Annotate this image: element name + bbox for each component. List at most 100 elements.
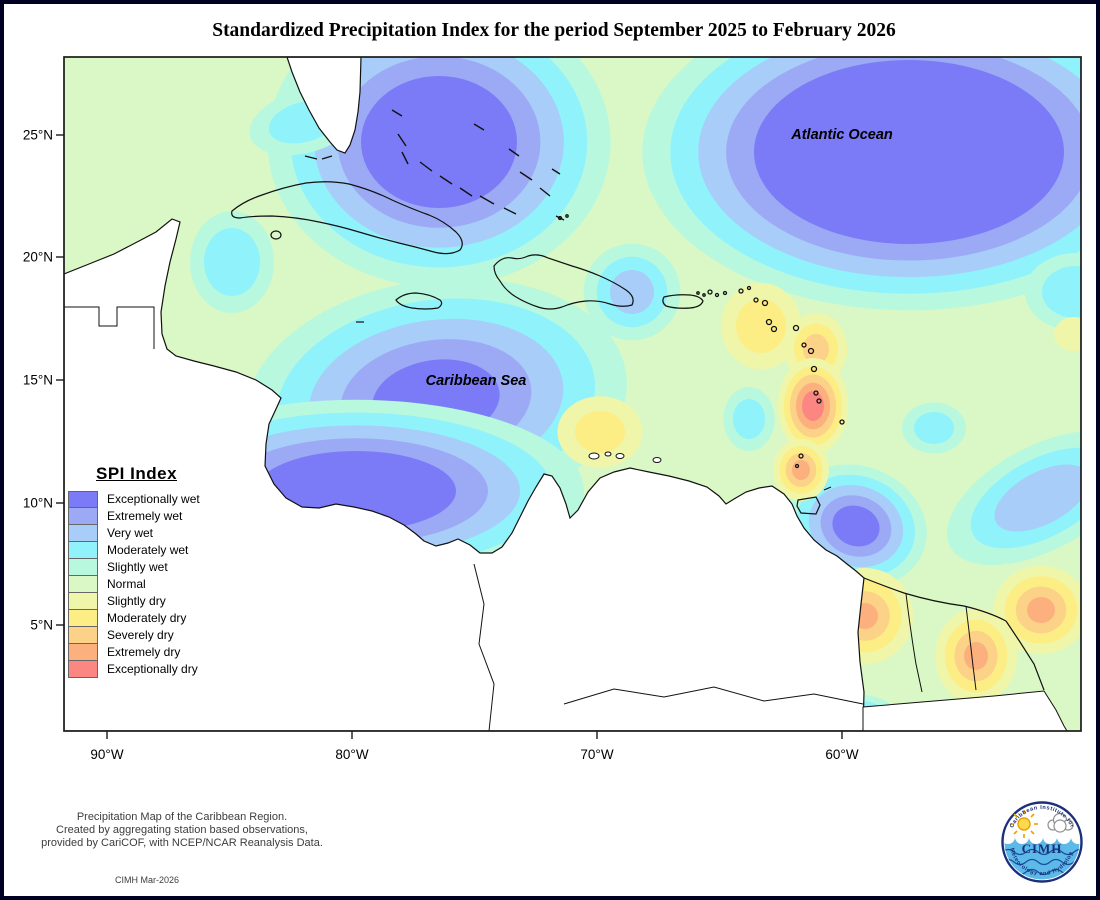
- land-florida: [286, 57, 362, 154]
- legend-swatch: [68, 627, 98, 644]
- border-venezuela-brazil: [563, 686, 864, 705]
- coastline-florida-keys: [304, 155, 333, 160]
- island-curacao: [588, 452, 600, 460]
- spi-legend: SPI Index Exceptionally wet Extremely wet…: [68, 464, 268, 678]
- legend-swatch: [68, 542, 98, 559]
- island-aruba: [615, 453, 625, 459]
- axis-layer: 25°N 20°N 15°N 10°N 5°N 90°W 80°W 70°W 60°W: [23, 128, 859, 763]
- lon-tick-label: 70°W: [580, 747, 613, 762]
- coastline-guiana-coast: [863, 577, 1007, 622]
- logo-abbr: CIMH: [1022, 841, 1063, 856]
- coastline-cuba: [231, 181, 463, 255]
- lat-tick-label: 20°N: [23, 250, 53, 265]
- anomaly-ring: [204, 228, 260, 296]
- anomaly-ring: [361, 76, 517, 208]
- legend-label: Moderately wet: [107, 543, 189, 557]
- anomaly-ring: [792, 460, 810, 480]
- legend-item: Slightly wet: [68, 559, 268, 576]
- spi-anomaly-guadeloupe-dry: [721, 282, 801, 370]
- coastline-trinidad: [796, 496, 821, 515]
- legend-label: Very wet: [107, 526, 154, 540]
- anomaly-ring: [1027, 597, 1055, 623]
- spi-anomaly-suriname-dry: [935, 608, 1017, 704]
- spi-anomaly-east-band: [946, 430, 1081, 566]
- legend-label: Extremely dry: [107, 645, 181, 659]
- legend-item: Exceptionally dry: [68, 661, 268, 678]
- legend-swatch: [68, 661, 98, 678]
- spi-anomaly-antilles-west-spot: [723, 387, 775, 451]
- spi-map: Atlantic Ocean Caribbean Sea 25°N 20°N 15°N…: [4, 4, 1083, 883]
- coastline-french-guiana: [1005, 620, 1045, 691]
- legend-item: Extremely wet: [68, 508, 268, 525]
- cloud-icon: [1047, 812, 1074, 833]
- legend-swatch: [68, 559, 98, 576]
- legend-swatch: [68, 491, 98, 508]
- anomaly-ring: [736, 299, 786, 353]
- anomaly-ring: [803, 334, 829, 364]
- legend-item: Normal: [68, 576, 268, 593]
- coastline-isla-juventud: [270, 230, 282, 240]
- coastline-hispaniola: [493, 254, 634, 310]
- spi-anomaly-ne-coast-dry: [993, 565, 1081, 655]
- anomaly-ring: [802, 391, 824, 421]
- spi-anomaly-grenada-dry: [773, 439, 829, 501]
- spi-anomaly-guyana-offshore: [902, 402, 966, 454]
- anomaly-ring: [610, 270, 654, 314]
- lon-tick-label: 80°W: [335, 747, 368, 762]
- legend-title: SPI Index: [96, 464, 178, 483]
- footer-credits: Precipitation Map of the Caribbean Regio…: [32, 811, 332, 850]
- legend-item: Slightly dry: [68, 593, 268, 610]
- spi-anomaly-east-edge-upper: [1025, 253, 1081, 331]
- island-margarita: [652, 457, 662, 463]
- lon-tick-label: 90°W: [90, 747, 123, 762]
- sea-label-layer: Atlantic Ocean Caribbean Sea: [426, 127, 893, 389]
- footer-line: provided by CariCOF, with NCEP/NCAR Rean…: [41, 837, 323, 849]
- anomaly-ring: [575, 411, 625, 453]
- legend-swatch: [68, 576, 98, 593]
- legend-label: Exceptionally dry: [107, 662, 198, 676]
- legend-item: Severely dry: [68, 627, 268, 644]
- island-bonaire: [604, 451, 612, 457]
- page-title: Standardized Precipitation Index for the…: [212, 20, 896, 41]
- lat-tick-label: 25°N: [23, 128, 53, 143]
- land-brazil-corner: [862, 690, 1068, 731]
- footer-line: Created by aggregating station based obs…: [56, 824, 308, 836]
- legend-swatch: [68, 644, 98, 661]
- small-islands-layer: [588, 451, 662, 463]
- legend-swatch: [68, 593, 98, 610]
- border-suriname-fguiana: [965, 605, 977, 691]
- spi-anomaly-bonaire-dry: [557, 396, 643, 468]
- spi-anomaly-yucatan-strait: [190, 211, 274, 313]
- anomaly-ring: [733, 399, 765, 439]
- legend-label: Moderately dry: [107, 611, 187, 625]
- spi-anomaly-east-edge-yellow: [1054, 317, 1081, 351]
- legend-label: Normal: [107, 577, 146, 591]
- legend-item: Very wet: [68, 525, 268, 542]
- anomaly-ring: [1054, 317, 1081, 351]
- legend-item: Moderately dry: [68, 610, 268, 627]
- legend-label: Severely dry: [107, 628, 174, 642]
- legend-label: Slightly dry: [107, 594, 166, 608]
- lat-tick-label: 15°N: [23, 373, 53, 388]
- anomaly-ring: [754, 60, 1064, 244]
- legend-item: Exceptionally wet: [68, 491, 268, 508]
- lesser-antilles-layer: [557, 214, 845, 469]
- sea-label: Caribbean Sea: [426, 373, 527, 389]
- land-central-south-america: [64, 218, 865, 731]
- coastline-tobago: [823, 486, 832, 491]
- legend-swatch: [68, 525, 98, 542]
- sea-label: Atlantic Ocean: [790, 127, 893, 143]
- legend-rows: Exceptionally wet Extremely wet Very wet Mo…: [68, 491, 268, 678]
- legend-swatch: [68, 610, 98, 627]
- coastline-layer: [64, 109, 1045, 731]
- anomaly-ring: [994, 464, 1081, 532]
- spi-anomaly-atlantic: [642, 57, 1081, 311]
- map-frame: [63, 56, 1082, 732]
- spi-anomaly-st-vincent-dry: [777, 358, 849, 454]
- sun-icon: [1010, 810, 1038, 838]
- footer-line: Precipitation Map of the Caribbean Regio…: [76, 811, 288, 823]
- coastline-puerto-rico: [662, 294, 704, 309]
- issue-stamp: CIMH Mar-2026: [114, 875, 179, 885]
- lon-tick-label: 60°W: [825, 747, 858, 762]
